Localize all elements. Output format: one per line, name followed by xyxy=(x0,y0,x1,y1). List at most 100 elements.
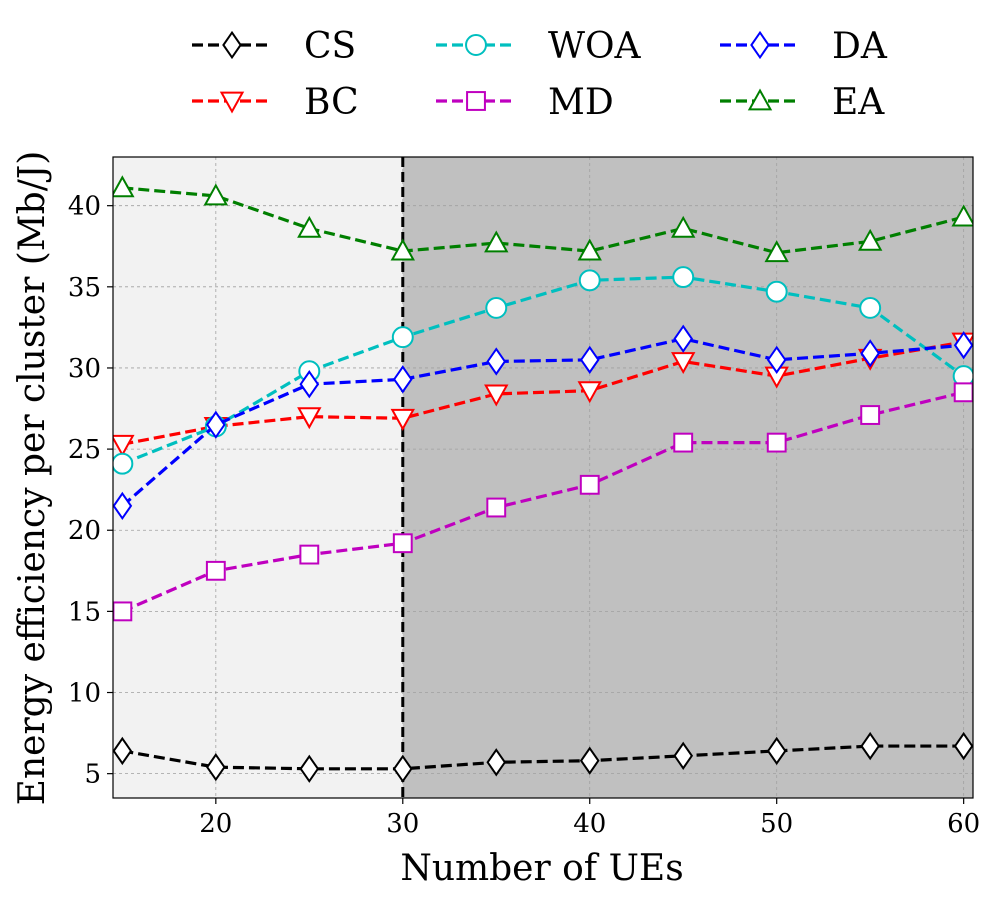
series-ea xyxy=(113,175,973,263)
point-md xyxy=(673,432,694,453)
legend-label-ea: EA xyxy=(832,82,885,123)
point-woa xyxy=(113,452,134,475)
point-ea xyxy=(484,230,509,253)
point-woa xyxy=(859,296,882,319)
shaded-region-2 xyxy=(402,157,974,798)
legend-marker-cs xyxy=(222,30,242,60)
point-da xyxy=(205,410,226,439)
series-cs xyxy=(113,731,973,783)
point-woa xyxy=(391,326,414,349)
legend-marker-ea xyxy=(747,88,773,111)
y-tick-label: 20 xyxy=(68,516,101,546)
point-ea xyxy=(297,215,322,238)
point-da xyxy=(766,345,787,374)
point-bc xyxy=(390,408,415,431)
y-axis-title: Energy efficiency per cluster (Mb/J) xyxy=(12,151,53,806)
legend-label-md: MD xyxy=(548,82,614,123)
point-ea xyxy=(390,238,415,261)
legend-marker-md xyxy=(466,91,486,111)
point-cs xyxy=(673,741,694,770)
point-da xyxy=(673,324,694,353)
series-line-da xyxy=(121,337,964,508)
axes: 20 30 40 50 60 5 10 15 20 25 30 35 40 xyxy=(68,192,980,839)
legend-marker-bc xyxy=(219,91,245,114)
legend-item-ea: EA xyxy=(720,82,885,123)
point-md xyxy=(953,382,973,403)
x-tick-label: 40 xyxy=(573,809,606,839)
point-ea xyxy=(951,204,973,227)
legend-label-da: DA xyxy=(832,26,888,67)
point-md xyxy=(299,544,320,565)
point-ea xyxy=(671,215,696,238)
legend-label-cs: CS xyxy=(304,26,356,67)
y-tick-label: 35 xyxy=(68,273,101,303)
point-ea xyxy=(577,238,602,261)
x-tick-label: 60 xyxy=(947,809,980,839)
series-line-woa xyxy=(121,275,965,466)
point-ea xyxy=(764,240,789,263)
point-cs xyxy=(392,754,413,783)
point-cs xyxy=(205,753,226,782)
series-md xyxy=(113,382,973,622)
point-md xyxy=(205,560,226,581)
grid xyxy=(113,157,973,798)
point-da xyxy=(392,365,413,394)
legend-marker-woa xyxy=(465,34,487,56)
point-da xyxy=(953,331,973,360)
point-ea xyxy=(857,228,883,251)
y-tick-label: 25 xyxy=(68,435,101,465)
point-woa xyxy=(485,296,508,319)
shaded-region-1 xyxy=(113,157,403,798)
x-tick-label: 50 xyxy=(760,809,793,839)
series-line-cs xyxy=(122,744,964,771)
point-woa xyxy=(765,280,788,303)
legend-label-bc: BC xyxy=(304,82,359,123)
point-cs xyxy=(953,731,973,761)
x-tick-label: 30 xyxy=(386,809,419,839)
y-tick-label: 15 xyxy=(68,597,101,627)
point-da xyxy=(860,339,881,368)
point-md xyxy=(113,601,133,622)
plot-area: 20 30 40 50 60 5 10 15 20 25 30 35 40 xyxy=(68,156,980,839)
point-woa xyxy=(672,266,695,289)
point-cs xyxy=(766,736,787,766)
series-da xyxy=(113,324,973,521)
x-axis-title: Number of UEs xyxy=(400,848,683,889)
point-cs xyxy=(113,736,133,766)
series-group xyxy=(113,175,973,783)
legend: CS WOA DA BC MD EA xyxy=(192,26,888,123)
point-da xyxy=(299,370,320,399)
series-line-md xyxy=(121,390,965,613)
point-bc xyxy=(671,352,696,375)
y-tick-label: 5 xyxy=(84,760,101,790)
point-cs xyxy=(860,731,881,761)
point-md xyxy=(579,474,600,495)
legend-item-woa: WOA xyxy=(436,26,642,67)
point-bc xyxy=(113,434,135,457)
legend-item-da: DA xyxy=(720,26,888,67)
point-cs xyxy=(486,748,507,777)
point-md xyxy=(860,405,881,425)
point-cs xyxy=(579,746,600,775)
point-md xyxy=(486,497,507,518)
point-bc xyxy=(577,381,602,404)
point-da xyxy=(579,345,600,374)
point-ea xyxy=(113,175,135,198)
point-bc xyxy=(484,384,509,407)
point-da xyxy=(486,347,507,376)
legend-item-bc: BC xyxy=(192,82,359,123)
legend-item-cs: CS xyxy=(192,26,356,67)
point-ea xyxy=(203,183,229,206)
point-cs xyxy=(299,754,320,783)
legend-item-md: MD xyxy=(436,82,614,123)
point-woa xyxy=(578,269,601,292)
y-tick-label: 40 xyxy=(68,192,101,222)
point-md xyxy=(392,533,413,554)
point-da xyxy=(113,491,133,521)
series-line-bc xyxy=(122,340,964,446)
y-tick-label: 30 xyxy=(68,354,101,384)
plot-frame xyxy=(112,156,974,799)
point-md xyxy=(766,432,787,453)
x-tick-label: 20 xyxy=(199,809,232,839)
